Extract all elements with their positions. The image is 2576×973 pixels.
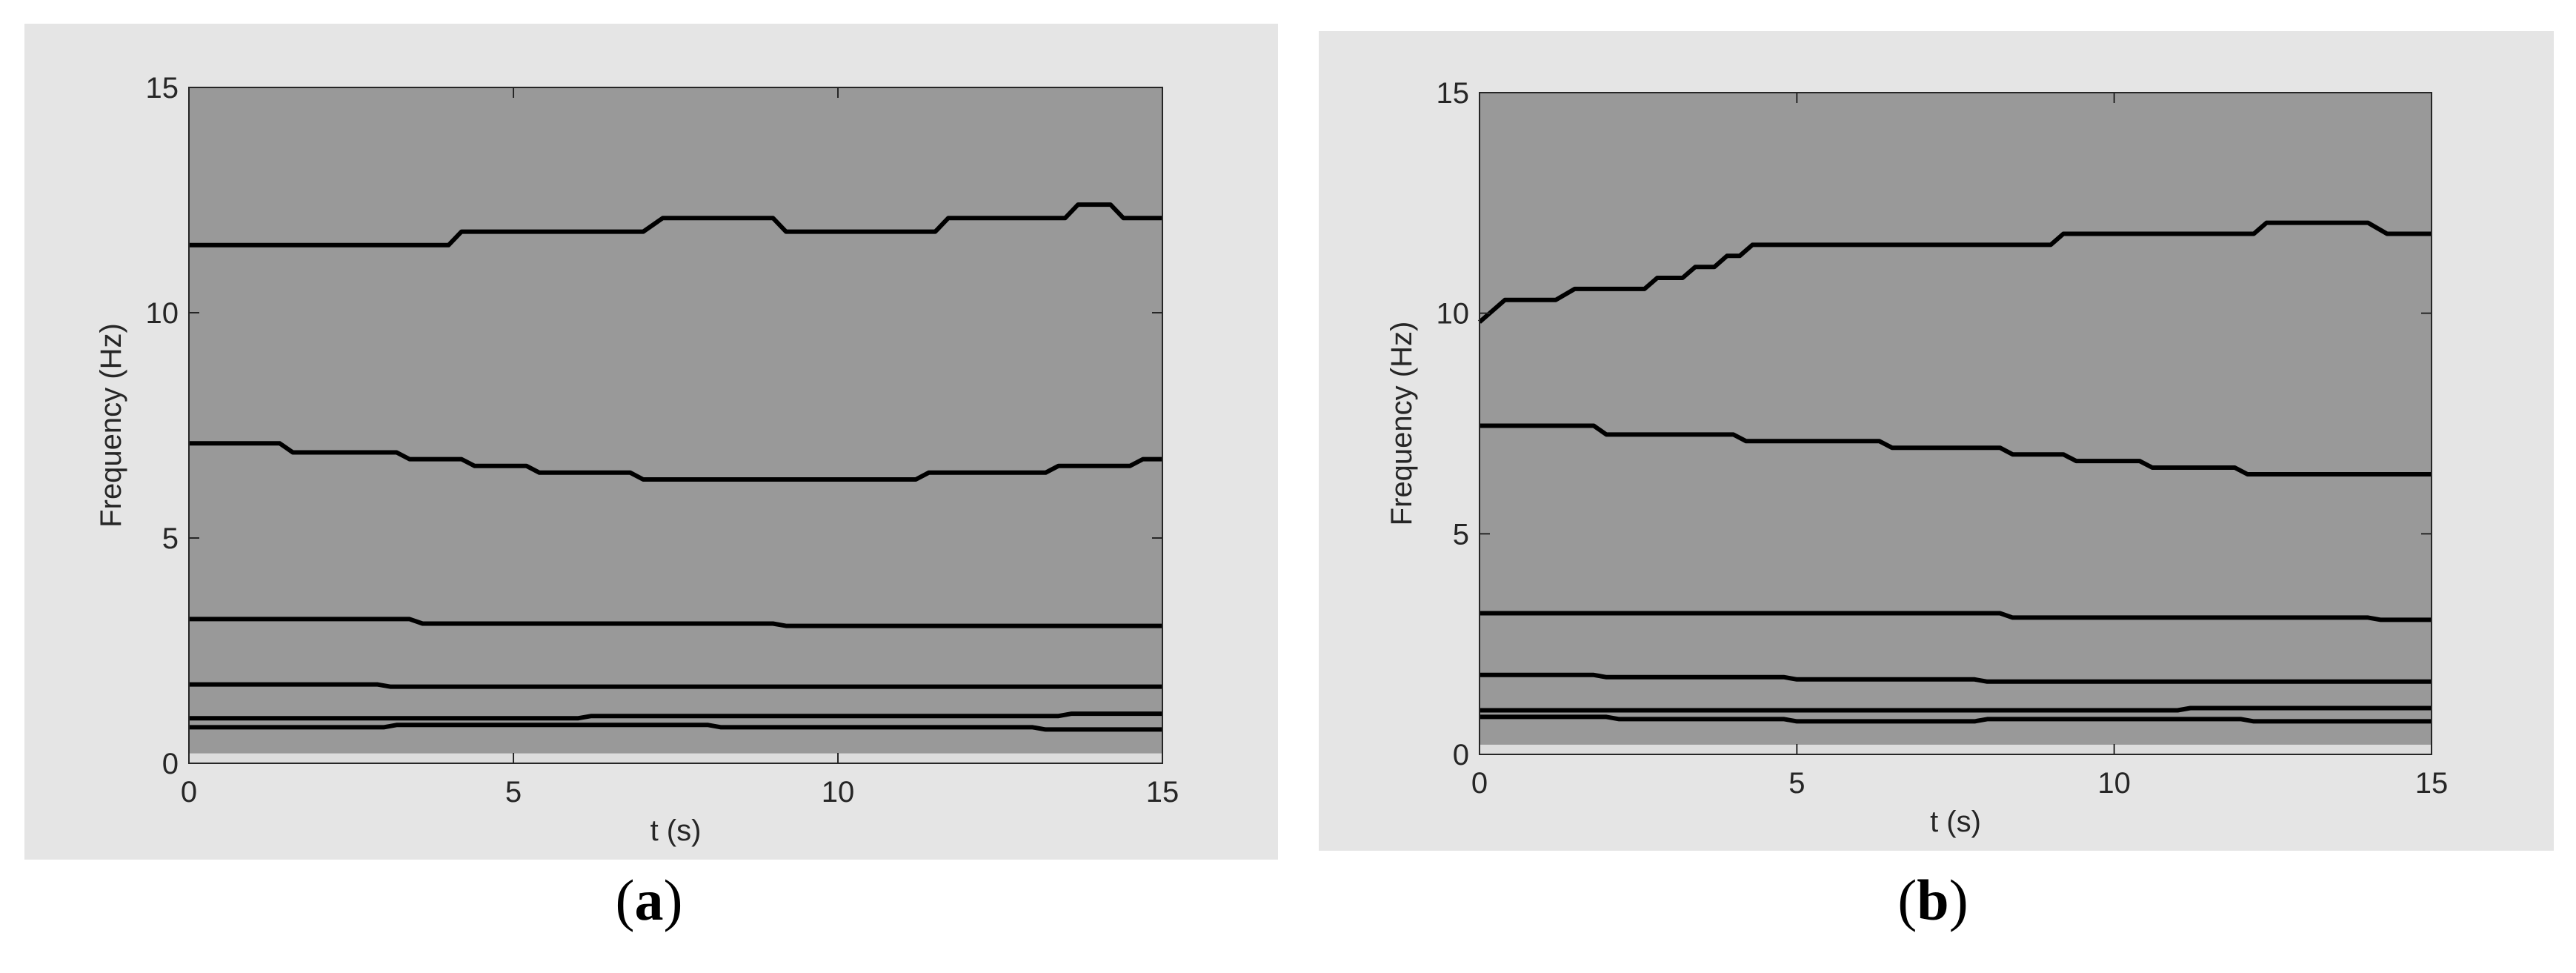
ridge-line-a-0 [189,202,1162,248]
ridge-line-b-2 [1480,611,2432,622]
plot-area-b [1480,93,2432,754]
y-tick-label-b-2: 10 [1437,298,1470,331]
ridge-line-b-4 [1480,705,2432,713]
x-tick-label-a-2: 10 [822,776,855,808]
panel-label-b: (b) [1897,868,1968,932]
ridge-line-b-5 [1480,714,2432,724]
y-axis-label-a: Frequency (Hz) [95,323,127,528]
y-tick-label-a-3: 15 [146,72,179,104]
axes-frame-a [188,87,1163,764]
chart-panel-a: 0 5 10 15 0 5 10 15 t (s) Frequency (Hz) [24,24,1278,860]
x-tick-label-b-1: 5 [1788,767,1805,800]
ridge-line-a-2 [189,617,1162,628]
chart-panel-b: 0 5 10 15 0 5 10 15 t (s) Frequency (Hz) [1319,31,2554,851]
chart-a-svg: 0 5 10 15 0 5 10 15 t (s) Frequency (Hz) [95,72,1179,847]
x-tick-label-b-3: 15 [2415,767,2449,800]
y-tick-label-a-2: 10 [146,297,179,330]
chart-b-svg: 0 5 10 15 0 5 10 15 t (s) Frequency (Hz) [1385,77,2449,838]
x-tick-label-b-0: 0 [1471,767,1488,800]
y-tick-label-b-0: 0 [1453,739,1469,771]
axes-frame-b [1479,92,2432,755]
x-tick-label-b-2: 10 [2097,767,2131,800]
ridge-line-b-0 [1478,220,2432,324]
ridge-line-a-1 [189,441,1162,482]
x-tick-label-a-0: 0 [181,776,197,808]
panel-label-a: (a) [615,868,683,932]
y-tick-label-b-1: 5 [1453,518,1469,551]
ridge-line-a-4 [189,711,1162,721]
ridge-line-b-1 [1480,423,2432,476]
plot-bottom-band-b [1480,744,2432,754]
x-axis-label-b: t (s) [1930,806,1981,838]
panel-label-b-letter: b [1917,868,1949,932]
y-axis-label-b: Frequency (Hz) [1385,322,1418,526]
x-tick-label-a-3: 15 [1146,776,1179,808]
y-tick-label-a-0: 0 [162,748,179,780]
x-tick-label-a-1: 5 [505,776,522,808]
plot-bottom-band-a [189,753,1162,763]
ridge-line-b-3 [1480,672,2432,684]
plot-area-a [189,87,1162,763]
panel-label-a-letter: a [634,868,664,932]
ridge-line-a-5 [189,723,1162,732]
y-tick-label-a-1: 5 [162,522,179,555]
y-tick-label-b-3: 15 [1437,77,1470,110]
ridge-line-a-3 [189,682,1162,689]
x-axis-label-a: t (s) [650,814,702,847]
